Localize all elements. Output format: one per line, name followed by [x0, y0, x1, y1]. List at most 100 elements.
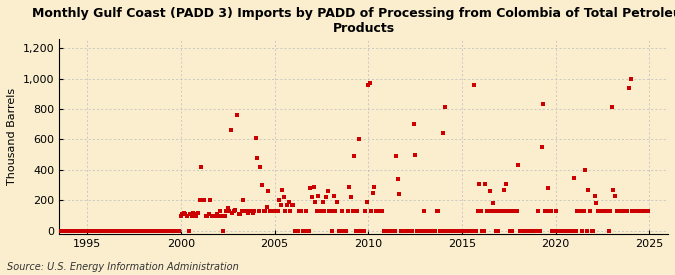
Point: [616, 209, 626, 213]
Point: [336, 209, 347, 213]
Point: [417, 229, 428, 233]
Point: [569, 175, 580, 180]
Point: [341, 229, 352, 233]
Point: [258, 209, 269, 213]
Point: [197, 198, 208, 203]
Point: [144, 229, 155, 233]
Point: [65, 229, 76, 233]
Point: [422, 229, 433, 233]
Point: [508, 209, 519, 213]
Point: [413, 229, 424, 233]
Point: [216, 213, 227, 218]
Point: [316, 209, 327, 213]
Point: [383, 229, 394, 233]
Point: [319, 209, 330, 213]
Point: [330, 209, 341, 213]
Point: [68, 229, 78, 233]
Point: [514, 229, 525, 233]
Point: [479, 229, 489, 233]
Point: [475, 209, 486, 213]
Point: [317, 200, 328, 204]
Point: [610, 194, 620, 198]
Point: [489, 209, 500, 213]
Point: [399, 229, 410, 233]
Point: [356, 229, 367, 233]
Point: [631, 209, 642, 213]
Point: [304, 229, 315, 233]
Point: [601, 209, 612, 213]
Point: [333, 229, 344, 233]
Point: [379, 229, 389, 233]
Point: [232, 113, 242, 117]
Point: [76, 229, 86, 233]
Point: [285, 209, 296, 213]
Point: [630, 209, 641, 213]
Point: [166, 229, 177, 233]
Point: [438, 131, 449, 136]
Point: [545, 209, 556, 213]
Point: [86, 229, 97, 233]
Point: [352, 209, 362, 213]
Point: [578, 209, 589, 213]
Point: [404, 229, 414, 233]
Point: [174, 229, 185, 233]
Point: [329, 194, 340, 198]
Point: [366, 209, 377, 213]
Point: [322, 189, 333, 194]
Point: [634, 209, 645, 213]
Point: [464, 229, 475, 233]
Point: [494, 209, 505, 213]
Point: [132, 229, 142, 233]
Point: [391, 154, 402, 158]
Point: [506, 229, 517, 233]
Point: [183, 229, 194, 233]
Point: [513, 163, 524, 167]
Point: [85, 229, 96, 233]
Point: [186, 213, 197, 218]
Point: [305, 186, 316, 190]
Point: [191, 213, 202, 218]
Point: [266, 209, 277, 213]
Point: [335, 229, 346, 233]
Point: [133, 229, 144, 233]
Point: [600, 209, 611, 213]
Point: [80, 229, 91, 233]
Point: [480, 182, 491, 186]
Point: [364, 81, 375, 85]
Point: [117, 229, 128, 233]
Point: [354, 137, 364, 142]
Point: [96, 229, 107, 233]
Point: [431, 209, 442, 213]
Point: [271, 209, 281, 213]
Point: [280, 209, 291, 213]
Point: [599, 209, 610, 213]
Point: [574, 209, 585, 213]
Point: [477, 229, 487, 233]
Point: [254, 209, 265, 213]
Point: [430, 229, 441, 233]
Point: [279, 195, 290, 200]
Point: [324, 209, 335, 213]
Point: [177, 212, 188, 216]
Point: [589, 194, 600, 198]
Point: [597, 209, 608, 213]
Point: [110, 229, 121, 233]
Point: [149, 229, 160, 233]
Point: [155, 229, 166, 233]
Point: [622, 209, 633, 213]
Point: [563, 229, 574, 233]
Point: [119, 229, 130, 233]
Point: [167, 229, 178, 233]
Point: [481, 209, 492, 213]
Point: [544, 209, 555, 213]
Point: [224, 209, 235, 213]
Point: [500, 182, 511, 186]
Point: [344, 185, 355, 189]
Point: [210, 213, 221, 218]
Point: [188, 210, 198, 215]
Point: [160, 229, 171, 233]
Point: [533, 209, 544, 213]
Point: [311, 209, 322, 213]
Point: [619, 209, 630, 213]
Point: [135, 229, 146, 233]
